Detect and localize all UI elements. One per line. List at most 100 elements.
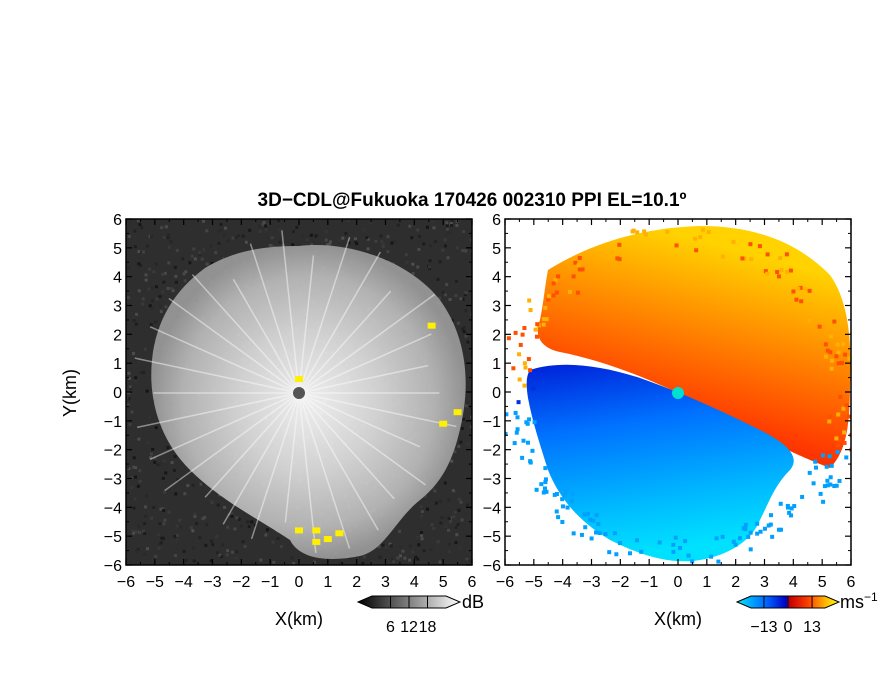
radial-streak <box>298 364 429 394</box>
noise-speck <box>235 516 239 520</box>
noise-speck <box>420 537 424 541</box>
noise-speck <box>448 223 452 227</box>
noise-speck <box>464 309 468 313</box>
velocity-edge-speck <box>823 342 828 347</box>
noise-speck <box>411 271 415 275</box>
velocity-edge-speck <box>564 489 569 494</box>
noise-speck <box>127 235 131 239</box>
noise-speck <box>184 559 188 563</box>
velocity-edge-speck <box>575 290 580 295</box>
velocity-edge-speck <box>847 356 851 361</box>
radial-streak <box>168 297 300 394</box>
noise-speck <box>184 270 188 274</box>
reflectivity-center-marker <box>293 387 305 399</box>
noise-speck <box>154 426 158 430</box>
velocity-edge-speck <box>674 243 679 248</box>
velocity-edge-speck <box>827 414 832 419</box>
noise-speck <box>324 230 328 234</box>
reflectivity-highlight-mark <box>427 322 436 329</box>
velocity-edge-speck <box>755 521 760 526</box>
noise-speck <box>127 391 131 395</box>
velocity-x-tick-label: −3 <box>582 574 600 591</box>
reflectivity-x-tick-label: −3 <box>203 574 221 591</box>
noise-speck <box>443 244 447 248</box>
noise-speck <box>390 557 394 561</box>
noise-speck <box>154 285 158 289</box>
velocity-edge-speck <box>837 438 842 443</box>
reflectivity-highlight-mark <box>439 420 448 427</box>
noise-speck <box>470 415 472 419</box>
noise-speck <box>136 219 140 223</box>
velocity-edge-speck <box>737 536 742 541</box>
noise-speck <box>239 524 243 528</box>
noise-speck <box>143 347 147 351</box>
noise-speck <box>444 516 448 520</box>
velocity-edge-speck <box>547 294 552 299</box>
velocity-axes: −6 −5 −4 −3 −2 −1 0 1 2 3 4 5 6 6 5 4 3 2 1 0 −1 −2 −3 −4 −5 −6 <box>483 212 856 591</box>
noise-speck <box>144 273 148 277</box>
noise-speck <box>460 518 464 522</box>
velocity-edge-speck <box>541 322 546 327</box>
noise-speck <box>344 232 348 236</box>
noise-speck <box>259 558 263 562</box>
velocity-edge-speck <box>770 534 775 539</box>
velocity-edge-speck <box>612 531 617 536</box>
velocity-edge-speck <box>742 256 747 261</box>
noise-speck <box>281 244 285 248</box>
velocity-edge-speck <box>811 481 816 486</box>
noise-speck <box>181 257 185 261</box>
velocity-x-tick-label: 4 <box>789 574 798 591</box>
velocity-edge-speck <box>792 504 797 509</box>
noise-speck <box>138 222 142 226</box>
noise-speck <box>449 223 453 227</box>
velocity-edge-speck <box>852 356 856 360</box>
noise-speck <box>437 296 441 300</box>
velocity-edge-speck <box>657 540 662 545</box>
velocity-edge-speck <box>785 270 790 275</box>
radial-streak <box>149 326 300 394</box>
noise-speck <box>167 510 171 514</box>
noise-speck <box>210 500 214 504</box>
velocity-edge-speck <box>677 545 682 550</box>
velocity-edge-speck <box>607 550 612 555</box>
velocity-edge-speck <box>749 257 754 262</box>
noise-speck <box>149 322 153 326</box>
velocity-edge-speck <box>851 361 855 365</box>
noise-speck <box>456 321 460 325</box>
noise-speck <box>223 505 227 509</box>
noise-speck <box>247 525 251 529</box>
noise-speck <box>449 519 453 523</box>
noise-speck <box>189 526 193 530</box>
noise-speck <box>142 529 146 533</box>
noise-speck <box>230 514 234 518</box>
velocity-edge-speck <box>693 236 698 241</box>
velocity-edge-speck <box>591 518 596 523</box>
noise-speck <box>162 280 166 284</box>
velocity-edge-speck <box>835 449 840 454</box>
noise-speck <box>392 542 396 546</box>
noise-speck <box>470 312 472 316</box>
noise-speck <box>434 239 438 243</box>
velocity-edge-speck <box>643 232 648 237</box>
noise-speck <box>137 289 141 293</box>
radial-streak <box>149 392 300 460</box>
noise-speck <box>241 234 245 238</box>
noise-speck <box>205 221 209 225</box>
velocity-edge-speck <box>571 531 576 536</box>
noise-speck <box>448 298 452 302</box>
noise-speck <box>146 547 150 551</box>
noise-speck <box>459 440 463 444</box>
velocity-edge-speck <box>577 267 582 272</box>
noise-speck <box>401 549 405 553</box>
velocity-edge-speck <box>820 453 825 458</box>
noise-speck <box>126 465 130 469</box>
velocity-edge-speck <box>520 332 525 337</box>
velocity-edge-speck <box>544 317 549 322</box>
velocity-edge-speck <box>841 342 846 347</box>
noise-speck <box>262 221 266 225</box>
noise-speck <box>220 543 224 547</box>
noise-speck <box>198 536 202 540</box>
noise-speck <box>218 553 222 557</box>
noise-speck <box>455 246 459 250</box>
noise-speck <box>362 228 366 232</box>
